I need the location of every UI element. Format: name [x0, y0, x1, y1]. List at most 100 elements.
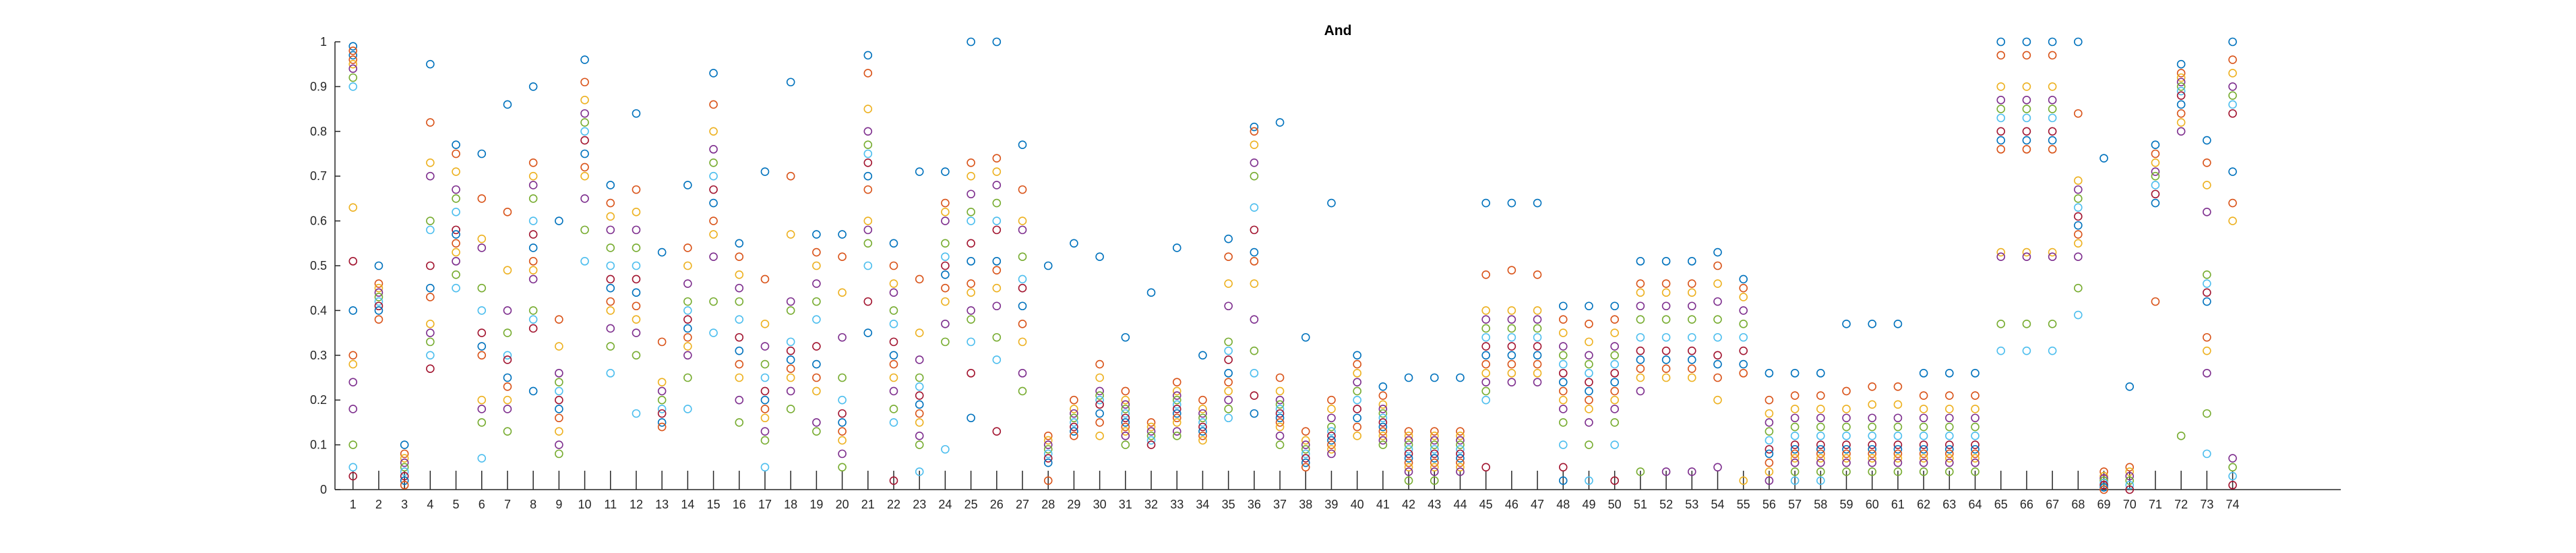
data-point [838, 252, 847, 262]
data-point [606, 297, 615, 306]
data-point [967, 279, 975, 288]
data-point [1558, 395, 1568, 405]
data-point [2074, 194, 2083, 203]
data-point [1404, 373, 1413, 382]
data-point [1739, 359, 1748, 369]
data-point [1636, 364, 1645, 374]
data-point [452, 149, 460, 158]
data-point [1790, 432, 1800, 440]
data-point [1456, 436, 1465, 445]
data-point [735, 332, 744, 342]
data-point [528, 216, 538, 225]
data-point [657, 418, 667, 427]
data-point [1919, 454, 1928, 463]
data-point [2176, 118, 2186, 127]
data-point [348, 440, 358, 449]
data-point [632, 208, 641, 216]
data-point [2022, 96, 2031, 105]
y-tick-label: 0.4 [310, 303, 327, 317]
data-point [1353, 386, 1361, 396]
data-point [992, 283, 1002, 293]
data-point [1585, 386, 1593, 396]
data-point [1198, 432, 1207, 440]
data-point [1790, 467, 1800, 476]
data-point [1481, 324, 1490, 333]
data-point [1790, 422, 1800, 432]
data-point [503, 100, 512, 109]
data-point [555, 378, 563, 386]
data-point [1610, 395, 1619, 405]
data-point [1353, 432, 1361, 440]
data-point [528, 230, 538, 239]
x-tick-label: 27 [1016, 498, 1029, 511]
data-point [1507, 359, 1516, 369]
data-point [528, 171, 538, 181]
data-point [1378, 432, 1388, 440]
data-point [760, 427, 770, 436]
data-point [2203, 181, 2211, 190]
data-point [1507, 324, 1516, 333]
data-point [606, 243, 615, 252]
x-tick-label: 34 [1196, 498, 1209, 511]
data-point [1868, 449, 1877, 459]
x-tick-label: 4 [427, 498, 433, 511]
data-point [1585, 378, 1593, 386]
data-point [786, 306, 795, 315]
data-point [2125, 467, 2135, 476]
data-point [812, 359, 821, 369]
data-point [992, 257, 1002, 266]
data-point [1868, 422, 1877, 432]
data-point [760, 320, 770, 328]
data-point [1353, 422, 1361, 432]
data-point [657, 405, 667, 413]
data-point [1275, 118, 1285, 127]
data-points [348, 37, 2237, 494]
data-point [915, 373, 924, 382]
data-point [683, 351, 692, 360]
x-tick-label: 13 [655, 498, 669, 511]
data-point [683, 315, 692, 324]
data-point [2074, 221, 2083, 230]
data-point [1353, 405, 1361, 413]
data-point [1816, 449, 1825, 459]
data-point [1919, 449, 1928, 459]
data-point [1558, 342, 1568, 351]
data-point [683, 243, 692, 252]
data-point [1790, 449, 1800, 459]
axes: 00.10.20.30.40.50.60.70.80.911 2 3 4 5 6 7 8 9 10… [310, 35, 2341, 511]
data-point [1585, 369, 1593, 378]
data-point [1661, 257, 1671, 266]
data-point [683, 324, 692, 333]
data-point [1893, 400, 1903, 409]
data-point [2074, 109, 2083, 118]
data-point [1481, 315, 1490, 324]
data-point [2228, 454, 2237, 463]
data-point [915, 432, 924, 440]
data-point [967, 288, 975, 297]
data-point [967, 315, 975, 324]
data-point [1610, 386, 1619, 396]
data-point [2099, 467, 2108, 476]
data-point [426, 59, 435, 69]
data-point [2048, 136, 2057, 145]
data-point [941, 261, 950, 270]
data-point [863, 140, 873, 150]
data-point [528, 194, 538, 203]
data-point [1533, 270, 1542, 279]
data-point [1327, 444, 1336, 454]
data-point [967, 257, 975, 266]
data-point [2125, 485, 2135, 494]
data-point [1636, 386, 1645, 396]
data-point [735, 270, 744, 279]
x-tick-label: 50 [1608, 498, 1622, 511]
data-point [477, 405, 487, 413]
data-point [1224, 386, 1233, 396]
data-point [863, 69, 873, 78]
data-point [2125, 471, 2135, 481]
data-point [1043, 449, 1053, 459]
data-point [760, 359, 770, 369]
data-point [1250, 225, 1259, 235]
data-point [1095, 409, 1104, 418]
data-point [941, 337, 950, 347]
data-point [606, 324, 615, 333]
